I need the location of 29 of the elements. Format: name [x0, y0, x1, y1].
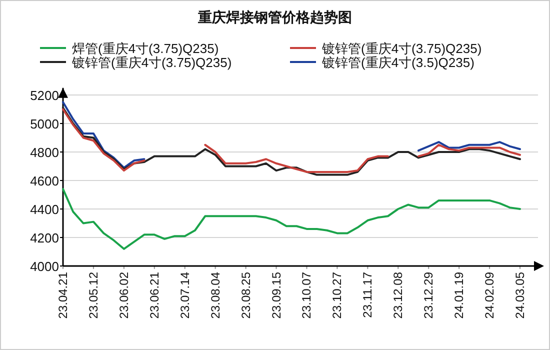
x-tick-label: 23.08.04 — [208, 272, 222, 319]
x-tick-label: 23.07.14 — [178, 272, 192, 319]
chart-title: 重庆焊接钢管价格趋势图 — [197, 9, 352, 25]
x-tick-label: 24.02.09 — [482, 272, 497, 319]
y-tick-label: 5200 — [30, 88, 59, 103]
legend-label: 镀锌管(重庆4寸(3.5)Q235) — [321, 55, 474, 70]
x-tick-label: 23.10.07 — [300, 272, 314, 319]
x-tick-label: 23.05.12 — [86, 272, 100, 319]
y-tick-label: 4800 — [30, 145, 59, 160]
y-tick-label: 4000 — [30, 259, 59, 274]
legend-label: 焊管(重庆4寸(3.75)Q235) — [72, 41, 219, 56]
y-tick-label: 5000 — [30, 116, 59, 132]
legend-label: 镀锌管(重庆4寸(3.75)Q235) — [71, 55, 232, 70]
x-tick-label: 23.11.17 — [360, 272, 375, 318]
x-tick-label: 23.04.21 — [56, 272, 70, 319]
x-tick-label: 23.09.15 — [269, 272, 284, 319]
y-tick-label: 4400 — [30, 202, 59, 217]
x-tick-label: 23.06.02 — [116, 272, 131, 319]
x-tick-label: 23.12.29 — [422, 272, 436, 319]
x-tick-label: 23.08.25 — [238, 272, 253, 319]
x-tick-label: 24.03.05 — [513, 272, 527, 319]
x-tick-label: 23.06.21 — [147, 272, 162, 319]
x-tick-label: 24.01.19 — [452, 272, 466, 319]
x-tick-label: 23.12.08 — [391, 272, 406, 319]
y-tick-label: 4600 — [30, 174, 59, 188]
legend-label: 镀锌管(重庆4寸(3.75)Q235) — [321, 41, 482, 56]
x-tick-label: 23.10.27 — [330, 272, 344, 319]
line-series — [62, 188, 521, 250]
y-tick-label: 4200 — [30, 230, 59, 246]
